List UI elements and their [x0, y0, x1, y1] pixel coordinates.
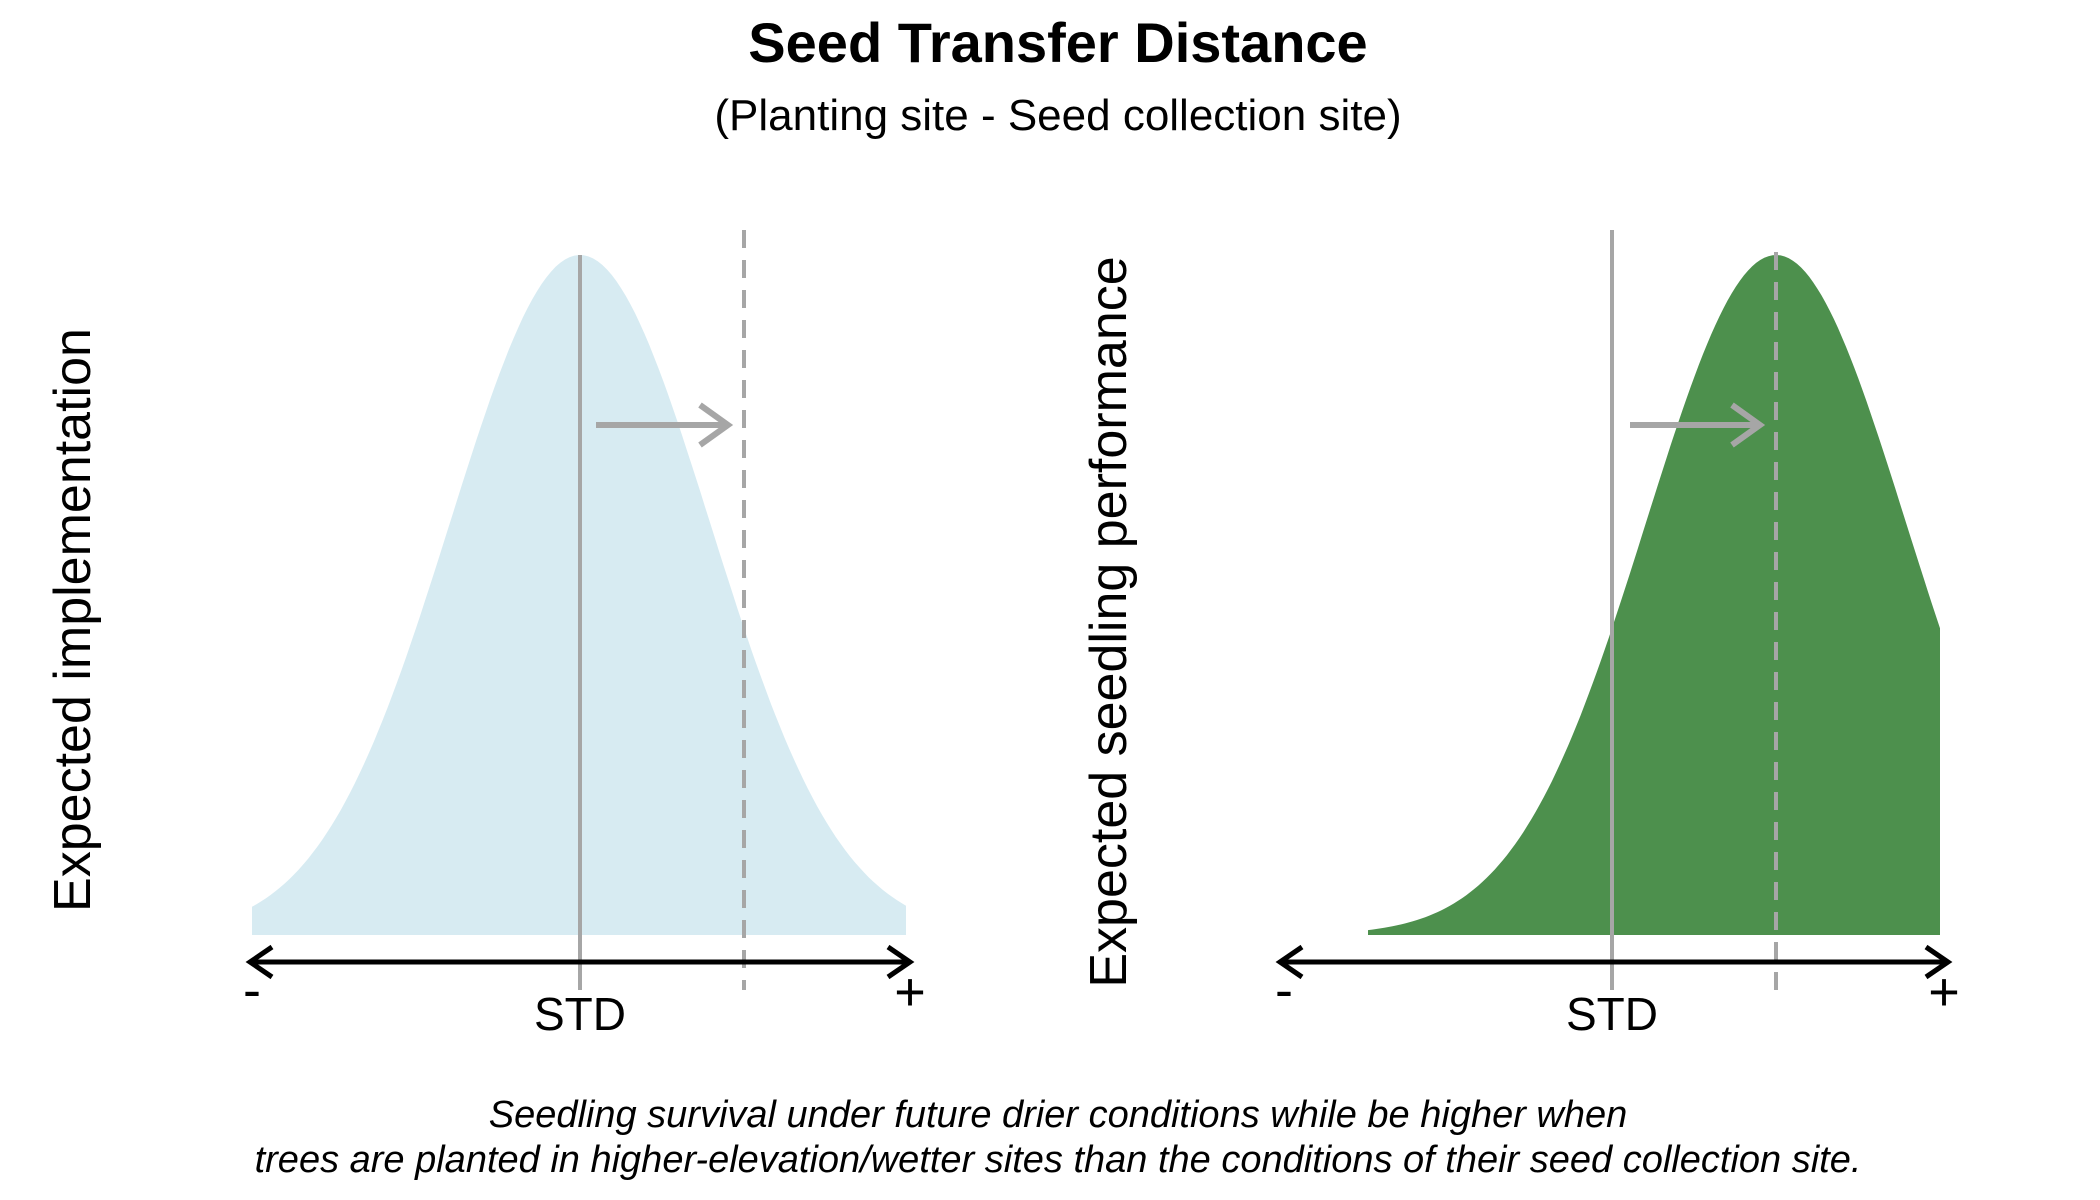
y-axis-label: Expected implementation	[44, 328, 102, 912]
caption-line-2: trees are planted in higher-elevation/we…	[255, 1139, 1862, 1181]
shift-arrow	[1630, 402, 1766, 448]
panel-seedling-performance: - + STD Expected seedling performance	[1080, 230, 1960, 1040]
plus-label: +	[1928, 962, 1960, 1022]
std-tick-label: STD	[1566, 988, 1658, 1040]
seedling-performance-curve	[1368, 255, 1940, 935]
shift-arrow	[596, 402, 734, 448]
minus-label: -	[243, 960, 261, 1020]
std-tick-label: STD	[534, 988, 626, 1040]
x-axis-arrow	[1275, 944, 1953, 980]
y-axis-label: Expected seedling performance	[1080, 256, 1138, 987]
panel-implementation: - + STD Expected implementation	[44, 230, 926, 1040]
caption-line-1: Seedling survival under future drier con…	[489, 1094, 1628, 1136]
plus-label: +	[894, 962, 926, 1022]
minus-label: -	[1275, 960, 1293, 1020]
x-axis-arrow	[245, 944, 915, 980]
figure-title: Seed Transfer Distance	[748, 11, 1367, 74]
figure-subtitle: (Planting site - Seed collection site)	[714, 91, 1401, 140]
